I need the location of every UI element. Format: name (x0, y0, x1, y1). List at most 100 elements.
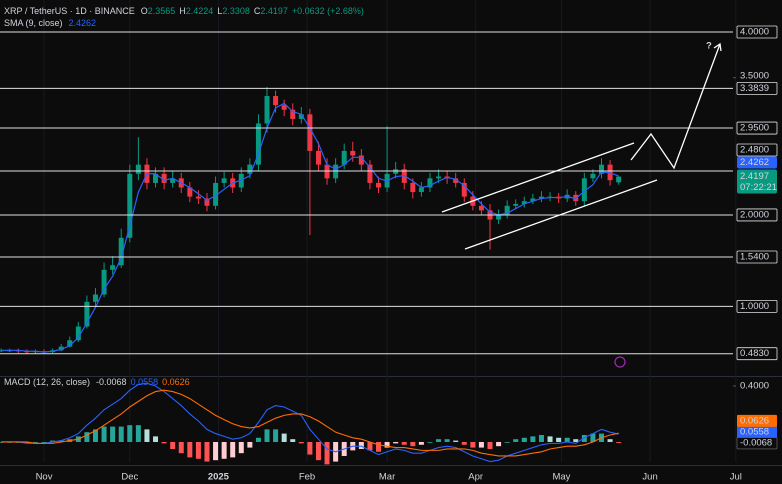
level-label: 2.0000 (740, 209, 769, 220)
candle-body (204, 198, 210, 206)
histogram-bar (281, 433, 287, 442)
macd-line (1, 382, 619, 463)
candle-body (101, 269, 107, 295)
annotation: ? (706, 41, 712, 52)
histogram-bar (32, 441, 38, 443)
histogram-bar (513, 439, 519, 442)
histogram-bar (427, 441, 433, 443)
level-label-box (736, 250, 778, 264)
projection-arrowhead (713, 42, 722, 52)
histogram-bar (487, 441, 493, 449)
candle-body (504, 205, 510, 215)
histogram-bar (84, 432, 90, 442)
candle-body (92, 294, 98, 302)
histogram-bar (58, 440, 64, 442)
ohlc-value: 2.4224 (186, 6, 214, 16)
candle-body (281, 105, 287, 110)
macd-title: MACD (12, 26, close) (4, 377, 90, 387)
candle-body (213, 182, 219, 206)
symbol-header: XRP / TetherUS · 1D · BINANCE O2.3565 H2.4… (4, 6, 364, 16)
x-tick-label: Dec (121, 472, 138, 483)
symbol-title: XRP / TetherUS · 1D · BINANCE (4, 6, 135, 16)
histogram-bar (564, 437, 570, 442)
candle-body (598, 164, 604, 174)
projection-path (630, 43, 721, 170)
candle-body (367, 164, 373, 183)
candle-body (496, 214, 502, 220)
histogram-bar (101, 426, 107, 442)
histogram-bar (478, 441, 484, 448)
histogram-bar (590, 433, 596, 442)
level-label: 4.0000 (740, 27, 769, 38)
histogram-bar (393, 441, 399, 444)
level-label-box (736, 81, 778, 95)
candle-body (264, 96, 270, 124)
histogram-bar (273, 429, 279, 442)
ohlc-letter: H (179, 6, 186, 16)
candle-body (195, 196, 201, 199)
hist-label: -0.0068 (740, 437, 772, 448)
histogram-bar (461, 441, 467, 445)
histogram-bar (110, 426, 116, 442)
histogram-bar (264, 429, 270, 442)
histogram-bar (401, 441, 407, 445)
sma-legend: SMA (9, close) 2.4262 (4, 18, 96, 28)
candle-body (298, 114, 304, 119)
level-label-box (736, 300, 778, 313)
legend-name: SMA (9, close) (4, 18, 63, 28)
candle-body (315, 150, 321, 165)
x-tick-label: Jun (642, 472, 657, 483)
histogram-bar (410, 441, 416, 447)
histogram-bar (41, 441, 47, 443)
macd-label: 0.0558 (740, 426, 769, 437)
histogram-bar (24, 441, 30, 444)
candle-body (110, 265, 116, 270)
candle-body (127, 173, 133, 238)
histogram-bar (144, 429, 150, 442)
legend-value: 0.0558 (131, 377, 159, 387)
histogram-bar (298, 441, 304, 444)
histogram-bar (247, 441, 253, 448)
x-tick-label: Jul (730, 472, 742, 483)
candle-body (58, 346, 64, 351)
candle-body (135, 164, 141, 174)
legend-value: 0.0626 (162, 377, 190, 387)
candle-body (453, 178, 459, 183)
level-label-box (736, 143, 778, 157)
histogram-bar (315, 441, 321, 461)
histogram-bar (573, 439, 579, 442)
histogram-bar (195, 441, 201, 459)
x-tick-label: Apr (468, 472, 483, 483)
histogram-bar (118, 426, 124, 442)
candle-body (521, 201, 527, 204)
candle-body (118, 237, 124, 266)
histogram-bar (616, 441, 622, 443)
histogram-bar (178, 441, 184, 454)
histogram-bar (127, 425, 133, 442)
candle-body (247, 164, 253, 174)
event-icon[interactable] (614, 356, 626, 368)
ohlc-letter: L (217, 6, 222, 16)
legend-value: -0.0068 (96, 377, 127, 387)
candle-body (418, 187, 424, 193)
level-label: 2.4800 (740, 145, 769, 156)
histogram-bar (307, 441, 313, 455)
ohlc-letter: C (254, 6, 261, 16)
candle-body (513, 203, 519, 206)
level-label-box (736, 25, 778, 39)
histogram-bar (581, 434, 587, 442)
x-tick-label: Nov (36, 472, 53, 483)
level-label-box (736, 347, 778, 361)
drawings (441, 42, 722, 368)
ohlc-value: 2.4197 (260, 6, 288, 16)
candle-body (358, 155, 364, 165)
x-tick-label: Mar (379, 472, 395, 483)
histogram-bar (230, 441, 236, 458)
x-tick-label: 2025 (208, 472, 230, 483)
price-label-box (737, 169, 777, 194)
candle-body (161, 173, 167, 183)
candle-body (590, 173, 596, 179)
histogram-bar (530, 436, 536, 442)
